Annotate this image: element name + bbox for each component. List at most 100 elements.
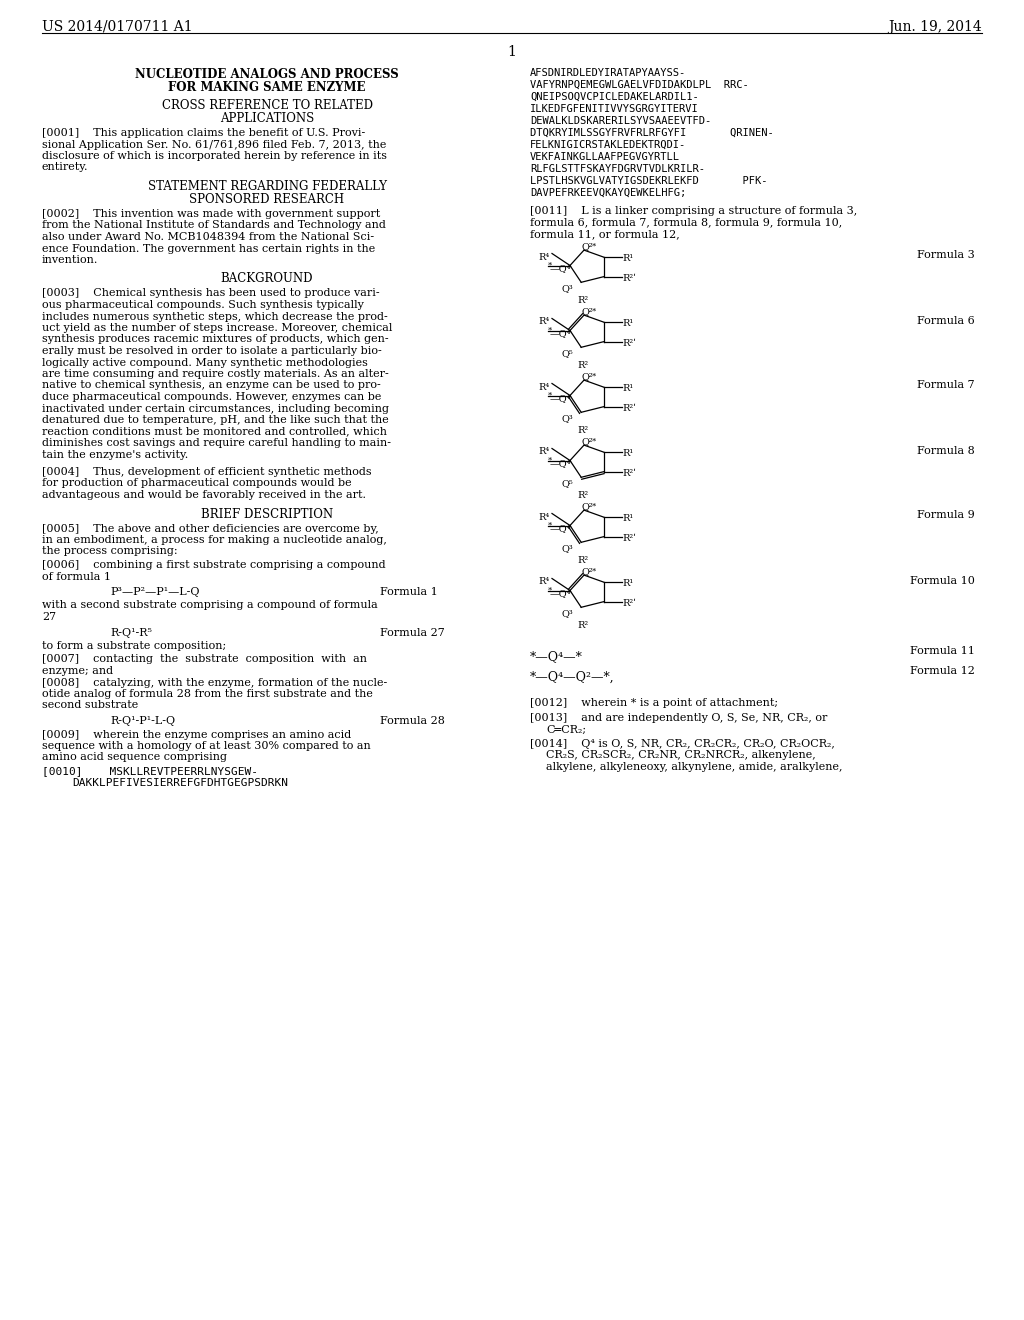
Text: *: * <box>548 586 552 594</box>
Text: —Q⁴: —Q⁴ <box>550 264 571 273</box>
Text: AFSDNIRDLEDYIRATAPYAAYSS-: AFSDNIRDLEDYIRATAPYAAYSS- <box>530 69 686 78</box>
Text: [0004]    Thus, development of efficient synthetic methods: [0004] Thus, development of efficient sy… <box>42 467 372 477</box>
Text: BRIEF DESCRIPTION: BRIEF DESCRIPTION <box>201 507 333 520</box>
Text: VEKFAINKGLLAAFPEGVGYRTLL: VEKFAINKGLLAAFPEGVGYRTLL <box>530 152 680 162</box>
Text: FOR MAKING SAME ENZYME: FOR MAKING SAME ENZYME <box>168 81 366 94</box>
Text: reaction conditions must be monitored and controlled, which: reaction conditions must be monitored an… <box>42 426 387 437</box>
Text: *: * <box>548 261 552 269</box>
Text: [0003]    Chemical synthesis has been used to produce vari-: [0003] Chemical synthesis has been used … <box>42 289 380 298</box>
Text: *: * <box>548 521 552 529</box>
Text: [0009]    wherein the enzyme comprises an amino acid: [0009] wherein the enzyme comprises an a… <box>42 730 351 739</box>
Text: formula 11, or formula 12,: formula 11, or formula 12, <box>530 228 680 239</box>
Text: Q²: Q² <box>582 437 594 446</box>
Text: *: * <box>548 326 552 334</box>
Text: [0001]    This application claims the benefit of U.S. Provi-: [0001] This application claims the benef… <box>42 128 366 139</box>
Text: [0010]    MSKLLREVTPEERRLNYSGEW-: [0010] MSKLLREVTPEERRLNYSGEW- <box>42 766 258 776</box>
Text: 27: 27 <box>42 612 56 622</box>
Text: DAKKLPEFIVESIERREFGFDHTGEGPSDRKN: DAKKLPEFIVESIERREFGFDHTGEGPSDRKN <box>72 777 288 788</box>
Text: of formula 1: of formula 1 <box>42 572 111 582</box>
Text: formula 6, formula 7, formula 8, formula 9, formula 10,: formula 6, formula 7, formula 8, formula… <box>530 218 843 227</box>
Text: with a second substrate comprising a compound of formula: with a second substrate comprising a com… <box>42 601 378 610</box>
Text: RLFGLSTTFSKAYFDGRVTVDLKRILR-: RLFGLSTTFSKAYFDGRVTVDLKRILR- <box>530 164 705 174</box>
Text: Formula 7: Formula 7 <box>918 380 975 391</box>
Text: Jun. 19, 2014: Jun. 19, 2014 <box>888 20 982 34</box>
Text: inactivated under certain circumstances, including becoming: inactivated under certain circumstances,… <box>42 404 389 413</box>
Text: —Q⁴: —Q⁴ <box>550 395 571 404</box>
Text: *—Q⁴—Q²—*,: *—Q⁴—Q²—*, <box>530 671 614 684</box>
Text: invention.: invention. <box>42 255 98 265</box>
Text: *: * <box>592 372 596 380</box>
Text: [0014]    Q⁴ is O, S, NR, CR₂, CR₂CR₂, CR₂O, CR₂OCR₂,: [0014] Q⁴ is O, S, NR, CR₂, CR₂CR₂, CR₂O… <box>530 739 835 748</box>
Text: BACKGROUND: BACKGROUND <box>221 272 313 285</box>
Text: VAFYRNPQEMEGWLGAELVFDIDAKDLPL  RRC-: VAFYRNPQEMEGWLGAELVFDIDAKDLPL RRC- <box>530 81 749 90</box>
Text: APPLICATIONS: APPLICATIONS <box>220 112 314 125</box>
Text: R²ʹ: R²ʹ <box>623 599 637 607</box>
Text: *: * <box>548 457 552 465</box>
Text: *: * <box>548 392 552 400</box>
Text: FELKNIGICRSTAKLEDEKTRQDI-: FELKNIGICRSTAKLEDEKTRQDI- <box>530 140 686 150</box>
Text: —Q⁴: —Q⁴ <box>550 590 571 598</box>
Text: R⁴: R⁴ <box>538 578 549 586</box>
Text: R⁴: R⁴ <box>538 252 549 261</box>
Text: Formula 27: Formula 27 <box>380 627 444 638</box>
Text: Formula 28: Formula 28 <box>380 715 444 726</box>
Text: Q²: Q² <box>582 568 594 576</box>
Text: ILKEDFGFENITIVVYSGRGYITERVI: ILKEDFGFENITIVVYSGRGYITERVI <box>530 104 698 114</box>
Text: [0007]    contacting  the  substrate  composition  with  an: [0007] contacting the substrate composit… <box>42 655 367 664</box>
Text: US 2014/0170711 A1: US 2014/0170711 A1 <box>42 20 193 34</box>
Text: R-Q¹-R⁵: R-Q¹-R⁵ <box>110 627 152 638</box>
Text: otide analog of formula 28 from the first substrate and the: otide analog of formula 28 from the firs… <box>42 689 373 700</box>
Text: ence Foundation. The government has certain rights in the: ence Foundation. The government has cert… <box>42 243 375 253</box>
Text: Q⁵: Q⁵ <box>561 350 573 358</box>
Text: synthesis produces racemic mixtures of products, which gen-: synthesis produces racemic mixtures of p… <box>42 334 389 345</box>
Text: Q³: Q³ <box>561 610 573 618</box>
Text: sional Application Ser. No. 61/761,896 filed Feb. 7, 2013, the: sional Application Ser. No. 61/761,896 f… <box>42 140 386 149</box>
Text: are time consuming and require costly materials. As an alter-: are time consuming and require costly ma… <box>42 370 389 379</box>
Text: —Q⁴: —Q⁴ <box>550 524 571 533</box>
Text: diminishes cost savings and require careful handling to main-: diminishes cost savings and require care… <box>42 438 391 447</box>
Text: R⁴: R⁴ <box>538 383 549 392</box>
Text: CROSS REFERENCE TO RELATED: CROSS REFERENCE TO RELATED <box>162 99 373 112</box>
Text: to form a substrate composition;: to form a substrate composition; <box>42 642 226 651</box>
Text: denatured due to temperature, pH, and the like such that the: denatured due to temperature, pH, and th… <box>42 414 389 425</box>
Text: ous pharmaceutical compounds. Such synthesis typically: ous pharmaceutical compounds. Such synth… <box>42 300 364 310</box>
Text: —Q⁴: —Q⁴ <box>550 459 571 469</box>
Text: uct yield as the number of steps increase. Moreover, chemical: uct yield as the number of steps increas… <box>42 323 392 333</box>
Text: R²ʹ: R²ʹ <box>623 469 637 478</box>
Text: [0008]    catalyzing, with the enzyme, formation of the nucle-: [0008] catalyzing, with the enzyme, form… <box>42 677 387 688</box>
Text: C═CR₂;: C═CR₂; <box>546 725 586 734</box>
Text: R¹: R¹ <box>623 384 634 393</box>
Text: R¹: R¹ <box>623 513 634 523</box>
Text: R²ʹ: R²ʹ <box>623 404 637 413</box>
Text: [0002]    This invention was made with government support: [0002] This invention was made with gove… <box>42 209 380 219</box>
Text: R¹: R¹ <box>623 253 634 263</box>
Text: *: * <box>592 242 596 249</box>
Text: —Q⁴: —Q⁴ <box>550 330 571 338</box>
Text: *—Q⁴—*: *—Q⁴—* <box>530 651 583 664</box>
Text: Q³: Q³ <box>561 544 573 553</box>
Text: DEWALKLDSKARERILSYVSAAEEVTFD-: DEWALKLDSKARERILSYVSAAEEVTFD- <box>530 116 712 125</box>
Text: Formula 10: Formula 10 <box>910 576 975 586</box>
Text: *: * <box>592 502 596 510</box>
Text: [0005]    The above and other deficiencies are overcome by,: [0005] The above and other deficiencies … <box>42 524 379 533</box>
Text: R²: R² <box>578 296 589 305</box>
Text: CR₂S, CR₂SCR₂, CR₂NR, CR₂NRCR₂, alkenylene,: CR₂S, CR₂SCR₂, CR₂NR, CR₂NRCR₂, alkenyle… <box>546 751 816 760</box>
Text: R⁴: R⁴ <box>538 447 549 457</box>
Text: [0013]    and are independently O, S, Se, NR, CR₂, or: [0013] and are independently O, S, Se, N… <box>530 713 827 723</box>
Text: Q³: Q³ <box>561 414 573 424</box>
Text: tain the enzyme's activity.: tain the enzyme's activity. <box>42 450 188 459</box>
Text: Formula 6: Formula 6 <box>918 315 975 326</box>
Text: [0012]    wherein * is a point of attachment;: [0012] wherein * is a point of attachmen… <box>530 698 778 709</box>
Text: Q³: Q³ <box>561 284 573 293</box>
Text: R²ʹ: R²ʹ <box>623 339 637 347</box>
Text: enzyme; and: enzyme; and <box>42 667 113 676</box>
Text: Formula 8: Formula 8 <box>918 446 975 455</box>
Text: the process comprising:: the process comprising: <box>42 546 177 557</box>
Text: DTQKRYIMLSSGYFRVFRLRFGYFI       QRINEN-: DTQKRYIMLSSGYFRVFRLRFGYFI QRINEN- <box>530 128 774 139</box>
Text: Q²: Q² <box>582 308 594 315</box>
Text: second substrate: second substrate <box>42 701 138 710</box>
Text: Formula 3: Formula 3 <box>918 251 975 260</box>
Text: disclosure of which is incorporated herein by reference in its: disclosure of which is incorporated here… <box>42 150 387 161</box>
Text: native to chemical synthesis, an enzyme can be used to pro-: native to chemical synthesis, an enzyme … <box>42 380 381 391</box>
Text: Formula 1: Formula 1 <box>380 587 437 597</box>
